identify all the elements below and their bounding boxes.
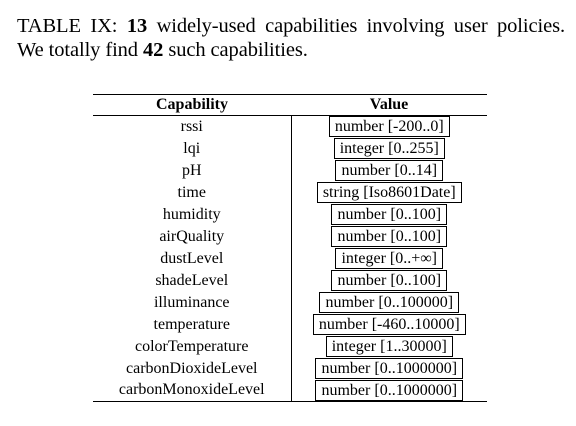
table-row: pH number [0..14] — [93, 159, 487, 182]
table-row: carbonMonoxideLevel number [0..1000000] — [93, 379, 487, 402]
capability-cell: humidity — [93, 203, 292, 226]
value-text: string [Iso8601Date] — [316, 182, 462, 203]
capability-cell: illuminance — [93, 291, 292, 314]
value-cell: number [0..14] — [291, 160, 487, 182]
table-row: dustLevel integer [0..+∞] — [93, 247, 487, 270]
caption-count-total: 42 — [143, 39, 164, 61]
capability-cell: rssi — [93, 115, 292, 138]
value-cell: number [0..100] — [291, 204, 487, 226]
header-value: Value — [291, 94, 487, 116]
value-text: number [0..100000] — [319, 292, 460, 313]
table-caption: TABLE IX: 13 widely-used capabilities in… — [17, 14, 565, 62]
value-cell: integer [0..+∞] — [291, 248, 487, 270]
capabilities-table: Capability Value rssi number [-200..0] lqi… — [93, 94, 487, 402]
value-cell: integer [1..30000] — [291, 336, 487, 358]
value-cell: number [-200..0] — [291, 116, 487, 138]
value-cell: number [0..1000000] — [291, 379, 487, 402]
capability-cell: carbonMonoxideLevel — [93, 379, 292, 402]
value-text: number [0..100] — [331, 226, 448, 247]
table-row: humidity number [0..100] — [93, 203, 487, 226]
capability-cell: shadeLevel — [93, 269, 292, 292]
header-capability: Capability — [93, 94, 291, 116]
value-text: number [-460..10000] — [312, 314, 466, 335]
table-row: colorTemperature integer [1..30000] — [93, 335, 487, 358]
capability-cell: airQuality — [93, 225, 292, 248]
value-text: number [0..1000000] — [315, 358, 464, 379]
table-header-row: Capability Value — [93, 94, 487, 116]
value-text: integer [0..255] — [333, 138, 445, 159]
table-row: airQuality number [0..100] — [93, 225, 487, 248]
value-cell: string [Iso8601Date] — [291, 182, 487, 204]
table-row: shadeLevel number [0..100] — [93, 269, 487, 292]
capability-cell: pH — [93, 159, 292, 182]
capability-cell: colorTemperature — [93, 335, 292, 358]
value-cell: integer [0..255] — [291, 138, 487, 160]
table-row: rssi number [-200..0] — [93, 115, 487, 138]
table-row: lqi integer [0..255] — [93, 137, 487, 160]
caption-text-part1: widely-used capabilities involving user … — [17, 15, 565, 61]
capability-cell: dustLevel — [93, 247, 292, 270]
capability-cell: temperature — [93, 313, 292, 336]
caption-count-capabilities: 13 — [126, 15, 148, 37]
caption-text-part2: such capabilities. — [168, 39, 308, 61]
capability-cell: carbonDioxideLevel — [93, 357, 292, 380]
table-row: illuminance number [0..100000] — [93, 291, 487, 314]
value-text: integer [0..+∞] — [335, 248, 443, 269]
value-text: number [-200..0] — [328, 116, 450, 138]
table-row: carbonDioxideLevel number [0..1000000] — [93, 357, 487, 380]
table-body: rssi number [-200..0] lqi integer [0..255] p… — [93, 115, 487, 402]
value-text: number [0..100] — [331, 270, 448, 291]
value-cell: number [0..1000000] — [291, 358, 487, 380]
value-cell: number [-460..10000] — [291, 314, 487, 336]
value-text: integer [1..30000] — [325, 336, 453, 357]
capability-cell: lqi — [93, 137, 292, 160]
value-cell: number [0..100] — [291, 270, 487, 292]
caption-label: TABLE IX: — [17, 15, 118, 37]
capability-cell: time — [93, 181, 292, 204]
value-text: number [0..1000000] — [315, 379, 464, 401]
table-row: temperature number [-460..10000] — [93, 313, 487, 336]
value-cell: number [0..100000] — [291, 292, 487, 314]
value-text: number [0..100] — [331, 204, 448, 225]
table-row: time string [Iso8601Date] — [93, 181, 487, 204]
value-text: number [0..14] — [335, 160, 444, 181]
value-cell: number [0..100] — [291, 226, 487, 248]
